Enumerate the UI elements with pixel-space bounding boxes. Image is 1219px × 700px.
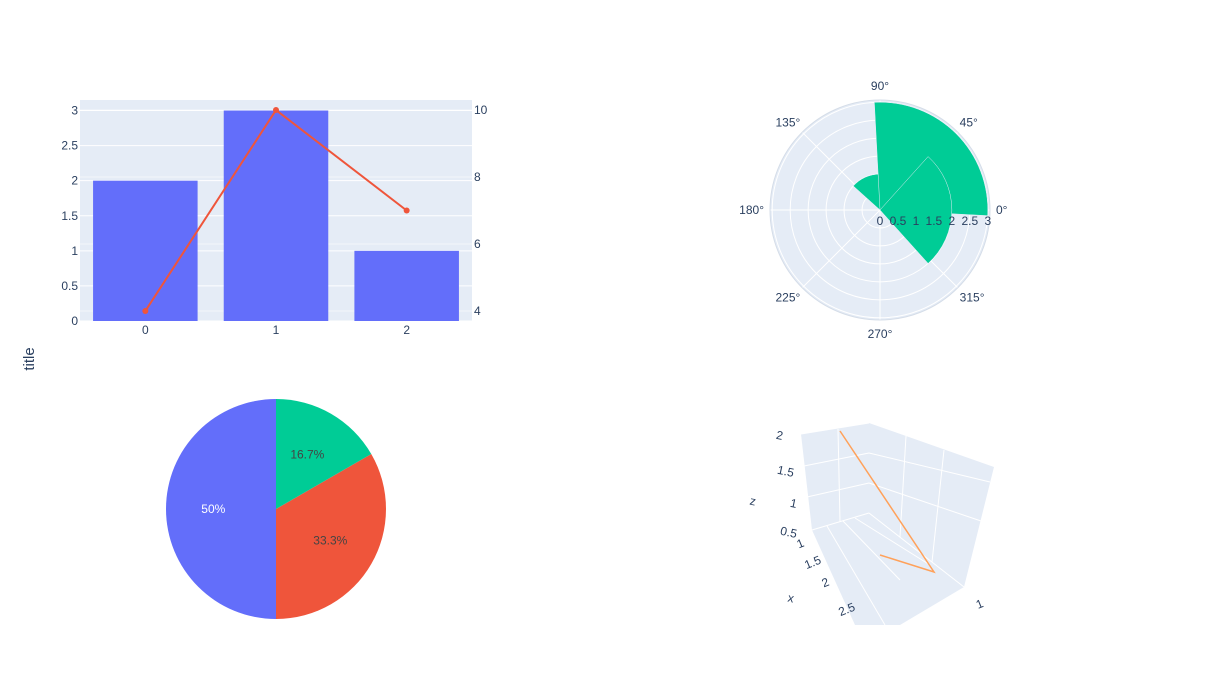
y-tick-label: 0.5 [61,279,78,293]
x-tick-label: 0 [142,323,149,337]
bar [354,250,459,321]
pie-subplot: 50% 33.3% 16.7% [166,399,386,619]
x-tick-label: 2 [820,575,832,591]
bar-line-subplot: 0 0.5 1 1.5 2 2.5 3 4 6 8 10 0 1 2 [61,100,488,337]
y-tick-label: 1 [974,596,986,612]
polar-outline [769,99,991,321]
scene-side-wall [869,423,994,587]
y-tick-label: 2 [71,174,78,188]
radial-tick-label: 0 [877,214,884,228]
radial-tick-label: 2.5 [961,214,978,228]
scene-gridline [800,422,870,435]
y2-tick-label: 10 [474,103,488,117]
y-tick-label: 2.5 [61,139,78,153]
y-tick-label: 0 [71,314,78,328]
y-tick-label: 1.5 [61,209,78,223]
y-tick-label: 1 [71,244,78,258]
scene-gridline [803,452,870,467]
angular-tick-label: 225° [775,291,800,305]
y-tick-label: 3 [71,104,78,118]
x-axis-title: x [786,591,795,606]
pie-slice-label: 33.3% [313,533,347,547]
z-tick-label: 0.5 [779,524,799,541]
scene-gridline [854,517,931,566]
pie-slice [276,454,386,619]
bar [93,180,198,321]
radial-tick-label: 1.5 [926,214,943,228]
shared-y-axis-title: title [21,347,38,370]
pie-slice [276,399,372,509]
bar [223,110,329,322]
x-tick-label: 1 [795,536,807,552]
pie-slice-label: 50% [201,502,225,516]
angular-tick-label: 135° [775,115,800,129]
scene-gridline [868,482,982,522]
scene-gridline [868,512,965,588]
y2-tick-label: 6 [474,237,481,251]
scene-gridline [868,452,991,483]
angular-tick-label: 0° [996,203,1008,217]
z-tick-label: 2 [775,428,785,443]
angular-tick-label: 315° [960,291,985,305]
x-tick-label: 1.5 [802,553,823,572]
scene-gridline [811,512,870,531]
z-tick-label: 1.5 [776,463,796,480]
polar-bar [879,156,953,264]
angular-tick-label: 270° [868,327,893,341]
x-tick-label: 1 [273,323,280,337]
scene-back-wall [801,423,869,530]
x-tick-label: 2 [403,323,410,337]
scene-gridline [837,428,841,523]
radial-tick-label: 1 [913,214,920,228]
angular-tick-label: 90° [871,79,889,93]
scene-gridline [826,525,886,626]
radial-tick-label: 3 [984,214,991,228]
scene-floor [812,513,964,625]
pie-slice [166,399,276,619]
line-marker [273,107,279,114]
angular-tick-label: 180° [739,203,764,217]
scene-gridline [842,520,901,581]
scene-gridline [899,435,907,538]
angular-tick-label: 45° [960,115,978,129]
line-marker [403,207,410,214]
pie-slice-label: 16.7% [290,448,324,462]
y2-tick-label: 8 [474,170,481,184]
z-tick-label: 1 [789,496,799,511]
x-tick-label: 2.5 [836,600,857,619]
line-marker [142,307,149,314]
radial-tick-label: 0.5 [890,214,907,228]
z-axis-title: z [748,494,757,509]
scene-gridline [806,482,870,498]
polar-bar-subplot: 0° 45° 90° 135° 180° 225° 270° 315° 0 0.5 1 1.5 2 2.5… [739,79,1008,341]
y2-tick-label: 4 [474,304,481,318]
angular-gridline [801,209,881,289]
radial-tick-label: 2 [949,214,956,228]
scene-line-series [839,430,936,574]
